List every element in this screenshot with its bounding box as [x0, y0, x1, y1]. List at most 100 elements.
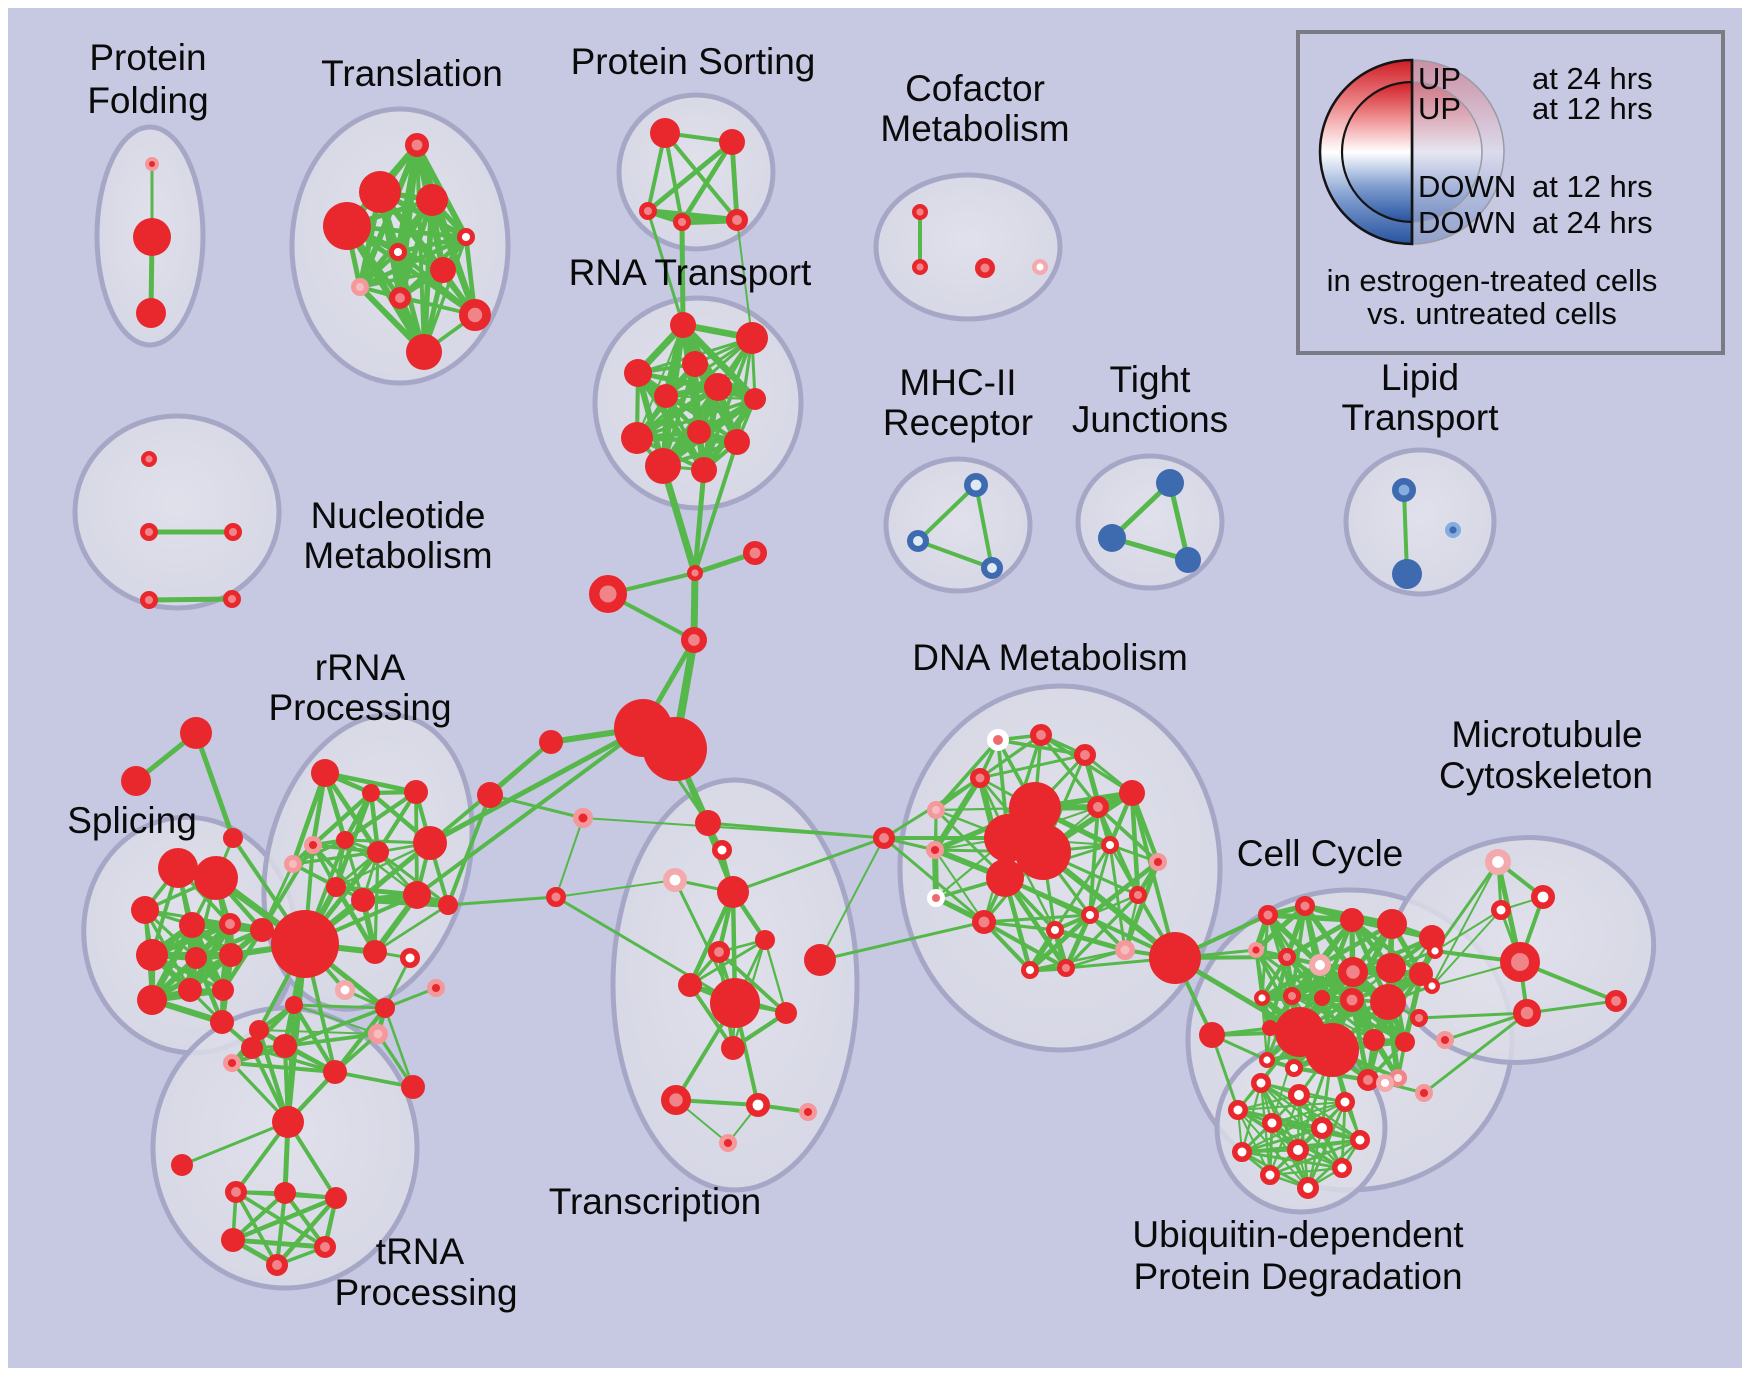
gene-node: [1311, 1117, 1334, 1140]
gene-node: [695, 810, 721, 836]
gene-node: [687, 565, 704, 582]
interaction-edge: [1417, 1011, 1529, 1020]
interaction-edge: [981, 919, 1069, 971]
legend-direction-label: UP: [1418, 91, 1461, 126]
interaction-edge: [342, 789, 419, 843]
gene-node: [1409, 1008, 1428, 1027]
interaction-edge: [415, 726, 645, 897]
gene-node: [249, 1020, 269, 1040]
module-label: RNA Transport: [569, 252, 812, 293]
module-label: Cell Cycle: [1237, 833, 1404, 874]
gene-node: [987, 729, 1010, 752]
gene-node: [670, 312, 696, 338]
gene-node: [335, 980, 355, 1000]
interaction-edge: [293, 1004, 379, 1035]
interaction-edge: [1253, 903, 1308, 953]
module-label: Folding: [87, 80, 208, 121]
gene-node: [1340, 908, 1364, 932]
gene-node: [1357, 1069, 1380, 1092]
gene-node: [1199, 1022, 1225, 1048]
gene-node: [367, 841, 389, 863]
interaction-edge: [282, 1190, 328, 1250]
gene-node: [1375, 1073, 1394, 1092]
gene-node: [140, 522, 159, 541]
gene-node: [907, 530, 930, 553]
module-label: Protein Sorting: [571, 41, 816, 82]
gene-node: [1258, 1051, 1275, 1068]
legend-caption: in estrogen-treated cells: [1327, 263, 1658, 298]
gene-node: [1287, 1139, 1310, 1162]
legend-direction-label: DOWN: [1418, 169, 1516, 204]
gene-node: [458, 298, 491, 331]
interaction-edge: [706, 821, 886, 840]
interaction-edge: [229, 1060, 338, 1075]
interaction-edge: [646, 209, 685, 327]
gene-node: [719, 129, 745, 155]
gene-node: [1295, 896, 1315, 916]
interaction-edge: [322, 770, 419, 795]
interaction-edge: [230, 1195, 339, 1243]
gene-node: [1284, 1058, 1303, 1077]
gene-node: [336, 831, 354, 849]
gene-node: [742, 540, 767, 565]
gene-node: [1149, 932, 1201, 984]
interaction-edge: [664, 394, 739, 444]
gene-node: [178, 978, 202, 1002]
gene-node: [323, 1060, 347, 1084]
interaction-edge: [659, 462, 699, 577]
interaction-edge: [1130, 791, 1177, 960]
module-label: MHC-II: [899, 362, 1016, 403]
gene-node: [1119, 780, 1145, 806]
interaction-edge: [688, 938, 767, 987]
gene-node: [1253, 990, 1270, 1007]
gene-node: [430, 257, 456, 283]
interaction-edge: [446, 895, 558, 907]
gene-node: [588, 574, 627, 613]
gene-node: [645, 448, 681, 484]
gene-node: [403, 881, 431, 909]
interaction-edge: [916, 539, 994, 570]
interaction-edge: [193, 730, 236, 841]
gene-node: [325, 1187, 347, 1209]
interaction-edge: [1443, 1011, 1529, 1042]
gene-node: [712, 840, 732, 860]
interaction-edge: [702, 336, 754, 472]
gene-node: [326, 877, 346, 897]
gene-node: [272, 1106, 304, 1138]
interaction-edge: [332, 1005, 388, 1075]
gene-node: [986, 859, 1024, 897]
gene-node: [274, 1182, 296, 1204]
interaction-edge: [729, 139, 740, 223]
gene-node: [975, 258, 995, 278]
module-label: Metabolism: [303, 535, 492, 576]
gene-node: [241, 1037, 263, 1059]
gene-node: [223, 1053, 242, 1072]
interaction-edge: [645, 139, 735, 214]
gene-node: [1260, 1165, 1280, 1185]
interaction-edge: [1431, 861, 1499, 987]
module-label: tRNA: [376, 1231, 465, 1272]
interaction-edge: [260, 862, 295, 932]
interaction-edge: [1052, 927, 1128, 953]
gene-node: [755, 930, 775, 950]
module-label: Lipid: [1381, 357, 1459, 398]
gene-node: [804, 944, 836, 976]
gene-node: [1045, 920, 1064, 939]
interaction-edge: [274, 1195, 339, 1268]
gene-node: [389, 243, 408, 262]
gene-node: [218, 913, 241, 936]
legend-time-label: at 24 hrs: [1532, 61, 1653, 96]
gene-node: [223, 828, 243, 848]
gene-node: [1074, 744, 1097, 767]
gene-node: [736, 322, 768, 354]
gene-node: [1350, 1130, 1370, 1150]
gene-node: [1080, 905, 1099, 924]
module-bubble-nucleotide-metabolism: [72, 413, 282, 611]
gene-node: [687, 420, 711, 444]
module-label: Protein Degradation: [1133, 1256, 1462, 1297]
gene-node: [219, 943, 243, 967]
gene-node: [1500, 942, 1540, 982]
gene-node: [284, 854, 303, 873]
gene-node: [171, 1154, 193, 1176]
